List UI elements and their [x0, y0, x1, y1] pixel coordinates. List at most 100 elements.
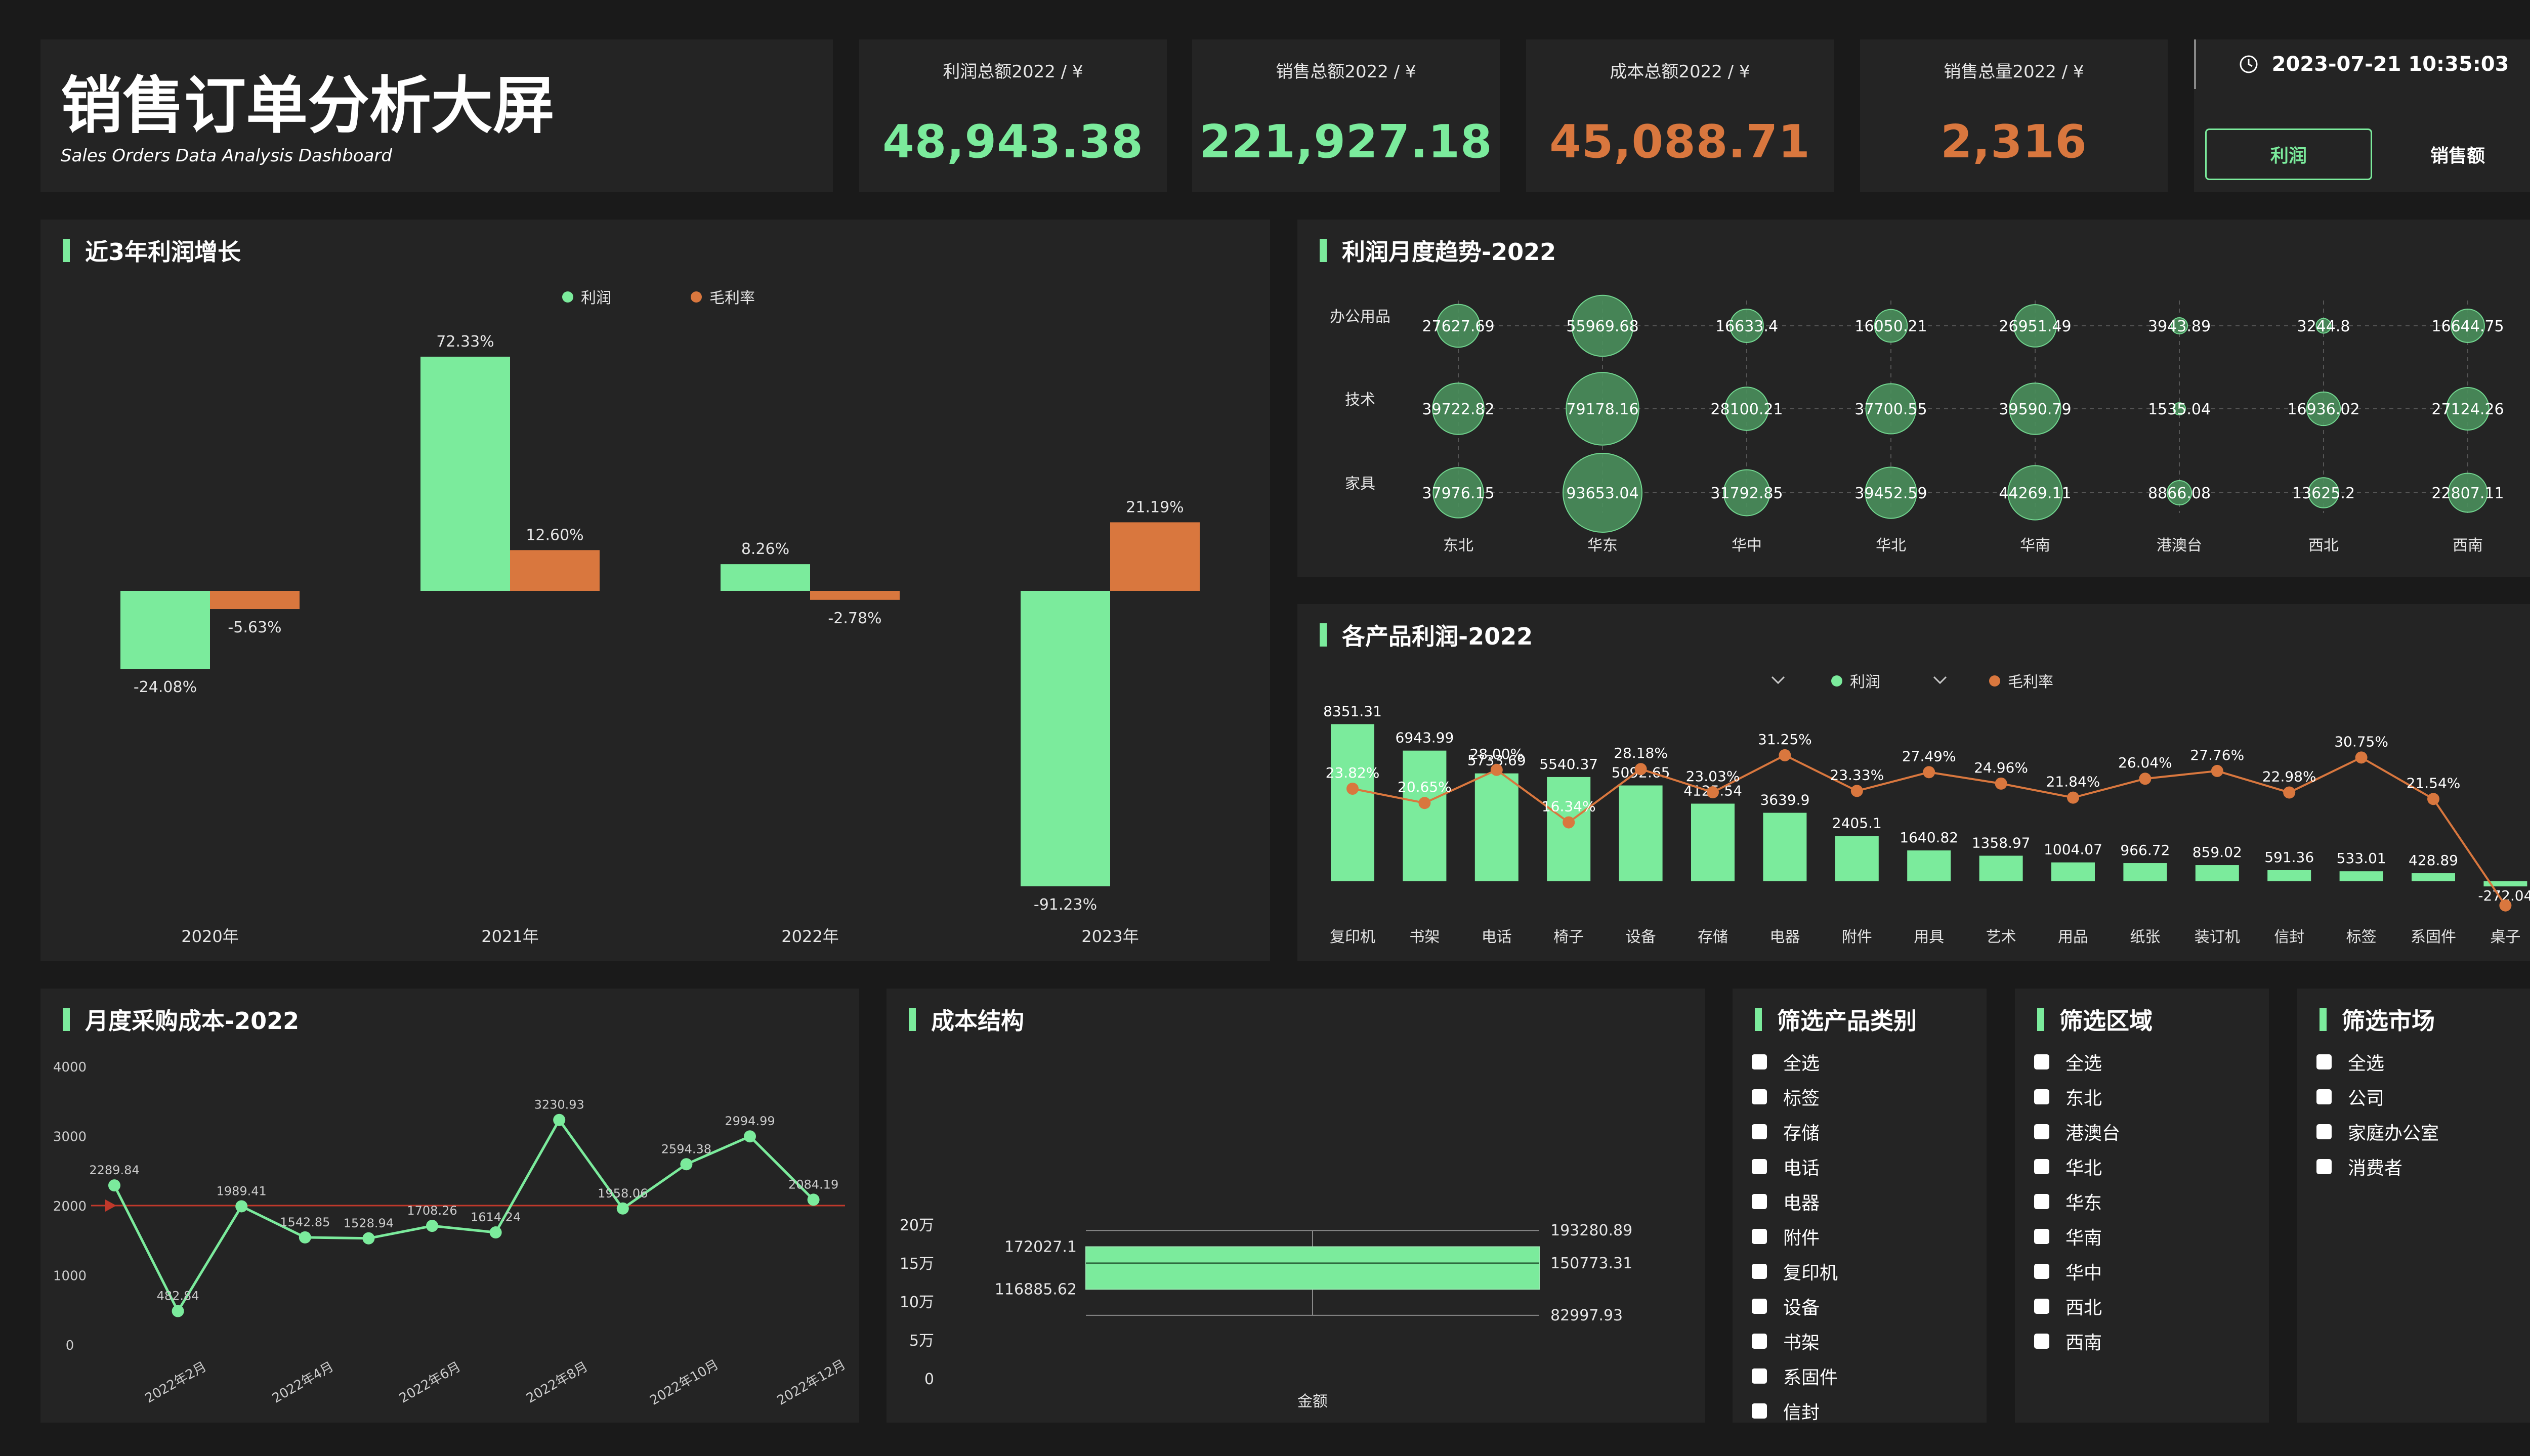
filter-option[interactable]: 西南 [2034, 1323, 2120, 1358]
checkbox[interactable] [2034, 1089, 2049, 1104]
product-data-label: 2405.1 [1832, 815, 1882, 832]
filter-option[interactable]: 东北 [2034, 1079, 2120, 1114]
checkbox[interactable] [2034, 1228, 2049, 1244]
legend-swatch-profit [1831, 675, 1842, 687]
bubble-data-label: 39590.79 [1999, 401, 2071, 418]
toggle-profit-button[interactable]: 利润 [2205, 129, 2372, 180]
checkbox[interactable] [2034, 1193, 2049, 1209]
filter-option[interactable]: 复印机 [1752, 1254, 1838, 1289]
margin-data-label: 23.82% [1326, 764, 1380, 781]
checkbox[interactable] [1752, 1333, 1767, 1349]
growth-bar [510, 550, 600, 591]
checkbox[interactable] [1752, 1298, 1767, 1314]
product-x-tick: 艺术 [1986, 928, 2016, 946]
checkbox[interactable] [1752, 1159, 1767, 1174]
filter-option[interactable]: 标签 [1752, 1079, 1838, 1114]
filter-option[interactable]: 设备 [1752, 1289, 1838, 1323]
filter-option[interactable]: 全选 [2034, 1044, 2120, 1079]
checkbox[interactable] [2316, 1159, 2332, 1174]
checkbox[interactable] [2034, 1333, 2049, 1349]
filter-option[interactable]: 全选 [2316, 1044, 2439, 1079]
checkbox[interactable] [1752, 1263, 1767, 1279]
checkbox[interactable] [2034, 1263, 2049, 1279]
checkbox[interactable] [1752, 1403, 1767, 1419]
filter-option-label: 华北 [2065, 1158, 2102, 1179]
panel-title: 各产品利润-2022 [1320, 618, 1533, 652]
product-bar [1403, 750, 1447, 881]
bubble-point [1865, 466, 1917, 519]
checkbox[interactable] [2034, 1054, 2049, 1069]
growth-data-label: 72.33% [436, 333, 494, 351]
bubble-data-label: 22807.11 [2431, 485, 2504, 502]
bubble-point [1724, 387, 1769, 431]
growth-bar [120, 591, 210, 669]
bubble-data-label: 93653.04 [1566, 485, 1638, 502]
filter-option[interactable]: 消费者 [2316, 1149, 2439, 1184]
bubble-point [2315, 318, 2332, 334]
monthly-x-tick: 2022年6月 [397, 1359, 463, 1406]
checkbox[interactable] [1752, 1054, 1767, 1069]
product-bar [1691, 803, 1735, 881]
margin-data-label: 27.49% [1902, 748, 1956, 764]
margin-data-label: 28.18% [1614, 745, 1668, 761]
bubble-data-label: 8866.08 [2148, 485, 2211, 502]
product-bar [1619, 785, 1663, 881]
filter-option-label: 全选 [1783, 1053, 1820, 1074]
monthly-data-label: 2289.84 [89, 1163, 139, 1177]
filter-option[interactable]: 电话 [1752, 1149, 1838, 1184]
filter-option[interactable]: 港澳台 [2034, 1114, 2120, 1149]
kpi-label: 成本总额2022 / ¥ [1610, 62, 1750, 82]
legend-label-margin: 毛利率 [709, 289, 755, 307]
product-data-label: 6943.99 [1396, 730, 1454, 746]
kpi-label: 销售总量2022 / ¥ [1944, 62, 2084, 82]
filter-option[interactable]: 华东 [2034, 1184, 2120, 1219]
page-title: 销售订单分析大屏 [61, 70, 555, 142]
bubble-point [2446, 387, 2490, 431]
checkbox[interactable] [1752, 1228, 1767, 1244]
bubble-panel: 利润月度趋势-2022 办公用品 27627.69 55969.68 16633.4 1… [1297, 220, 2530, 577]
checkbox[interactable] [1752, 1089, 1767, 1104]
bubble-point [1571, 294, 1634, 357]
filter-option[interactable]: 电器 [1752, 1184, 1838, 1219]
monthly-point [362, 1232, 375, 1245]
filter-region-panel: 筛选区域 全选 东北 港澳台 华北 华东 华南 华中 西北 西南 [2015, 989, 2269, 1423]
product-data-label: 428.89 [2409, 852, 2458, 869]
filter-option[interactable]: 附件 [1752, 1219, 1838, 1254]
checkbox[interactable] [2316, 1089, 2332, 1104]
checkbox[interactable] [2034, 1159, 2049, 1174]
monthly-y-tick: 2000 [53, 1199, 87, 1214]
margin-point [1923, 766, 1935, 779]
filter-option[interactable]: 公司 [2316, 1079, 2439, 1114]
filter-option[interactable]: 华中 [2034, 1254, 2120, 1289]
legend-swatch-margin [1989, 675, 2000, 687]
box-y-tick: 5万 [909, 1332, 934, 1350]
checkbox[interactable] [1752, 1124, 1767, 1139]
margin-data-label: 23.03% [1686, 768, 1740, 785]
checkbox[interactable] [1752, 1368, 1767, 1384]
toggle-sales-button[interactable]: 销售额 [2374, 129, 2530, 180]
filter-option[interactable]: 西北 [2034, 1289, 2120, 1323]
filter-option[interactable]: 家庭办公室 [2316, 1114, 2439, 1149]
filter-option[interactable]: 系固件 [1752, 1358, 1838, 1393]
monthly-x-tick: 2022年4月 [270, 1359, 336, 1406]
checkbox[interactable] [2316, 1124, 2332, 1139]
filter-option-label: 设备 [1783, 1297, 1820, 1318]
box-body [1085, 1246, 1540, 1290]
filter-option[interactable]: 信封 [1752, 1393, 1838, 1423]
checkbox[interactable] [2034, 1298, 2049, 1314]
product-x-tick: 系固件 [2411, 928, 2456, 946]
checkbox[interactable] [2316, 1054, 2332, 1069]
growth-x-tick: 2022年 [781, 927, 838, 946]
bubble-chart: 办公用品 27627.69 55969.68 16633.4 16050.21 26951… [1330, 294, 2504, 554]
checkbox[interactable] [2034, 1124, 2049, 1139]
filter-option-label: 复印机 [1783, 1262, 1838, 1283]
box-x-tick: 金额 [1297, 1393, 1328, 1410]
filter-option[interactable]: 华北 [2034, 1149, 2120, 1184]
growth-bar [1110, 522, 1200, 591]
filter-option[interactable]: 华南 [2034, 1219, 2120, 1254]
checkbox[interactable] [1752, 1193, 1767, 1209]
filter-option[interactable]: 存储 [1752, 1114, 1838, 1149]
growth-data-label: 21.19% [1126, 498, 1184, 516]
filter-option[interactable]: 书架 [1752, 1323, 1838, 1358]
filter-option[interactable]: 全选 [1752, 1044, 1838, 1079]
